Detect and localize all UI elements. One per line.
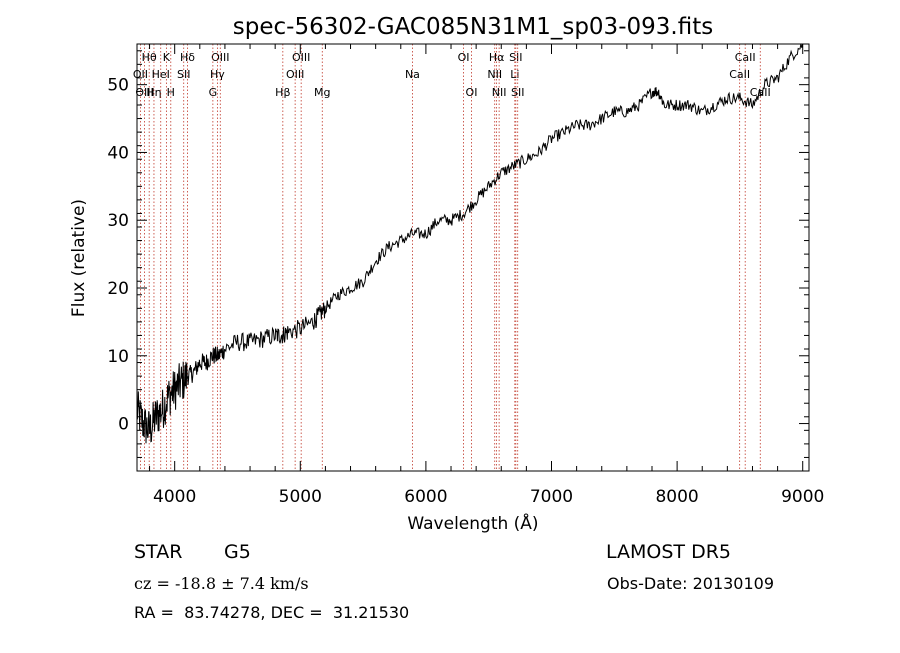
y-tick-label: 50 [107,76,129,96]
observation-date: Obs-Date: 20130109 [607,574,775,593]
sky-coordinates: RA = 83.74278, DEC = 31.21530 [134,603,410,622]
line-label: NII [487,68,502,81]
line-label: OI [466,86,478,99]
line-label: SII [177,68,190,81]
line-label: K [163,51,171,64]
object-subclass: G5 [224,541,251,563]
line-label: Li [510,68,519,81]
line-label: Hη [146,86,161,99]
spectrum-line [136,43,804,444]
line-label: G [209,86,218,99]
line-label: OIII [292,51,310,64]
line-label: Mg [314,86,330,99]
object-class: STAR [134,541,183,563]
line-label: Hθ [142,51,157,64]
chart-title: spec-56302-GAC085N31M1_sp03-093.fits [233,14,713,40]
line-label: SII [509,51,522,64]
x-tick-label: 9000 [781,487,824,507]
x-tick-label: 6000 [404,487,447,507]
x-axis-label: Wavelength (Å) [407,512,538,534]
survey-name: LAMOST DR5 [606,541,731,563]
y-tick-label: 30 [107,211,129,231]
x-tick-label: 5000 [279,487,322,507]
plot-frame [136,43,810,472]
line-label: Na [405,68,420,81]
line-label: Hβ [275,86,290,99]
y-tick-label: 0 [118,415,129,435]
line-label: OIII [135,86,153,99]
line-label: HeI [152,68,170,81]
y-tick-label: 10 [107,347,129,367]
line-label: Hδ [180,51,195,64]
redshift-velocity: cz = -18.8 ± 7.4 km/s [134,574,309,593]
y-axis: 0 10 20 30 40 50 [107,50,809,458]
line-label: OIII [211,51,229,64]
y-tick-label: 40 [107,143,129,163]
line-label: OIII [286,68,304,81]
y-tick-label: 20 [107,279,129,299]
line-label: Hα [489,51,505,64]
line-label: CaII [735,51,756,64]
line-label: NII [492,86,507,99]
line-label: OI [458,51,470,64]
spectrum-layer [136,43,804,444]
line-label: OII [133,68,148,81]
line-label: Hγ [210,68,225,81]
line-label: CaII [729,68,750,81]
x-axis: 4000 5000 6000 7000 8000 9000 [149,44,824,507]
line-label: H [167,86,175,99]
line-label: SII [511,86,524,99]
y-axis-label: Flux (relative) [69,199,89,317]
x-tick-label: 7000 [530,487,573,507]
emission-line-markers: Hθ OII OIII K H Hη HeI Hδ SII OIII Hγ G OIII OIII Hβ Mg… [133,44,771,471]
x-tick-label: 4000 [153,487,196,507]
x-tick-label: 8000 [655,487,698,507]
